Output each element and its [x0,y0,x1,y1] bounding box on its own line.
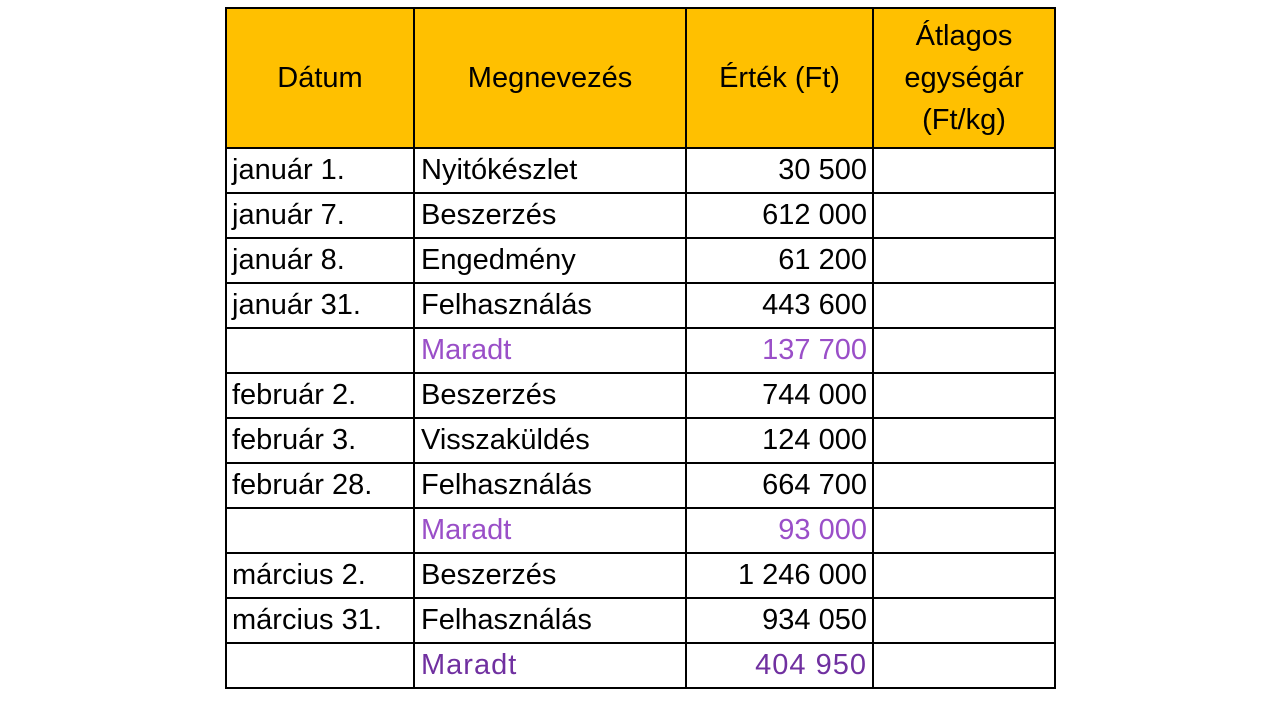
row-name-cell: Maradt [413,642,687,689]
row-date-cell [225,507,415,554]
table-row: január 1. Nyitókészlet 30 500 [225,147,1056,194]
row-date-cell: március 2. [225,552,415,599]
row-average-unit-price-cell [872,417,1056,464]
row-name-cell: Nyitókészlet [413,147,687,194]
row-value-cell: 934 050 [685,597,874,644]
row-value-cell: 612 000 [685,192,874,239]
row-name-cell: Maradt [413,507,687,554]
row-value-cell: 1 246 000 [685,552,874,599]
row-date-cell: január 8. [225,237,415,284]
row-date-cell [225,327,415,374]
row-value-cell: 93 000 [685,507,874,554]
row-name-cell: Engedmény [413,237,687,284]
table-row: Maradt 137 700 [225,327,1056,374]
row-average-unit-price-cell [872,597,1056,644]
row-average-unit-price-cell [872,372,1056,419]
row-date-cell: január 7. [225,192,415,239]
row-average-unit-price-cell [872,462,1056,509]
table-body: január 1. Nyitókészlet 30 500 január 7. Besz… [225,147,1056,689]
row-value-cell: 124 000 [685,417,874,464]
row-value-cell: 30 500 [685,147,874,194]
table-row: február 28. Felhasználás 664 700 [225,462,1056,509]
row-date-cell: február 3. [225,417,415,464]
row-average-unit-price-cell [872,147,1056,194]
row-name-cell: Felhasználás [413,597,687,644]
table-row: február 3. Visszaküldés 124 000 [225,417,1056,464]
header-value: Érték (Ft) [685,7,874,149]
header-name: Megnevezés [413,7,687,149]
row-value-cell: 443 600 [685,282,874,329]
row-average-unit-price-cell [872,327,1056,374]
row-name-cell: Felhasználás [413,462,687,509]
row-value-cell: 61 200 [685,237,874,284]
table-row: január 31. Felhasználás 443 600 [225,282,1056,329]
row-name-cell: Maradt [413,327,687,374]
row-name-cell: Visszaküldés [413,417,687,464]
row-name-cell: Felhasználás [413,282,687,329]
row-date-cell: január 31. [225,282,415,329]
row-average-unit-price-cell [872,507,1056,554]
inventory-ledger-table: Dátum Megnevezés Érték (Ft) Átlagos egys… [225,7,1056,689]
header-average-unit-price-line-3: (Ft/kg) [922,104,1006,136]
header-row: Dátum Megnevezés Érték (Ft) Átlagos egys… [225,7,1056,149]
row-name-cell: Beszerzés [413,552,687,599]
row-average-unit-price-cell [872,192,1056,239]
row-date-cell: február 28. [225,462,415,509]
row-date-cell: március 31. [225,597,415,644]
row-value-cell: 664 700 [685,462,874,509]
row-date-cell: február 2. [225,372,415,419]
table-header: Dátum Megnevezés Érték (Ft) Átlagos egys… [225,7,1056,149]
row-value-cell: 137 700 [685,327,874,374]
header-average-unit-price: Átlagos egységár (Ft/kg) [872,7,1056,149]
row-name-cell: Beszerzés [413,372,687,419]
row-date-cell: január 1. [225,147,415,194]
table-row: február 2. Beszerzés 744 000 [225,372,1056,419]
row-value-cell: 744 000 [685,372,874,419]
row-date-cell [225,642,415,689]
header-date: Dátum [225,7,415,149]
row-name-cell: Beszerzés [413,192,687,239]
table-row: március 2. Beszerzés 1 246 000 [225,552,1056,599]
row-average-unit-price-cell [872,282,1056,329]
table-row: március 31. Felhasználás 934 050 [225,597,1056,644]
row-average-unit-price-cell [872,237,1056,284]
row-average-unit-price-cell [872,642,1056,689]
table-row: Maradt 93 000 [225,507,1056,554]
header-average-unit-price-line-1: Átlagos [915,20,1013,52]
row-average-unit-price-cell [872,552,1056,599]
table-row: Maradt 404 950 [225,642,1056,689]
header-average-unit-price-line-2: egységár [904,62,1024,94]
table-row: január 7. Beszerzés 612 000 [225,192,1056,239]
table-row: január 8. Engedmény 61 200 [225,237,1056,284]
row-value-cell: 404 950 [685,642,874,689]
